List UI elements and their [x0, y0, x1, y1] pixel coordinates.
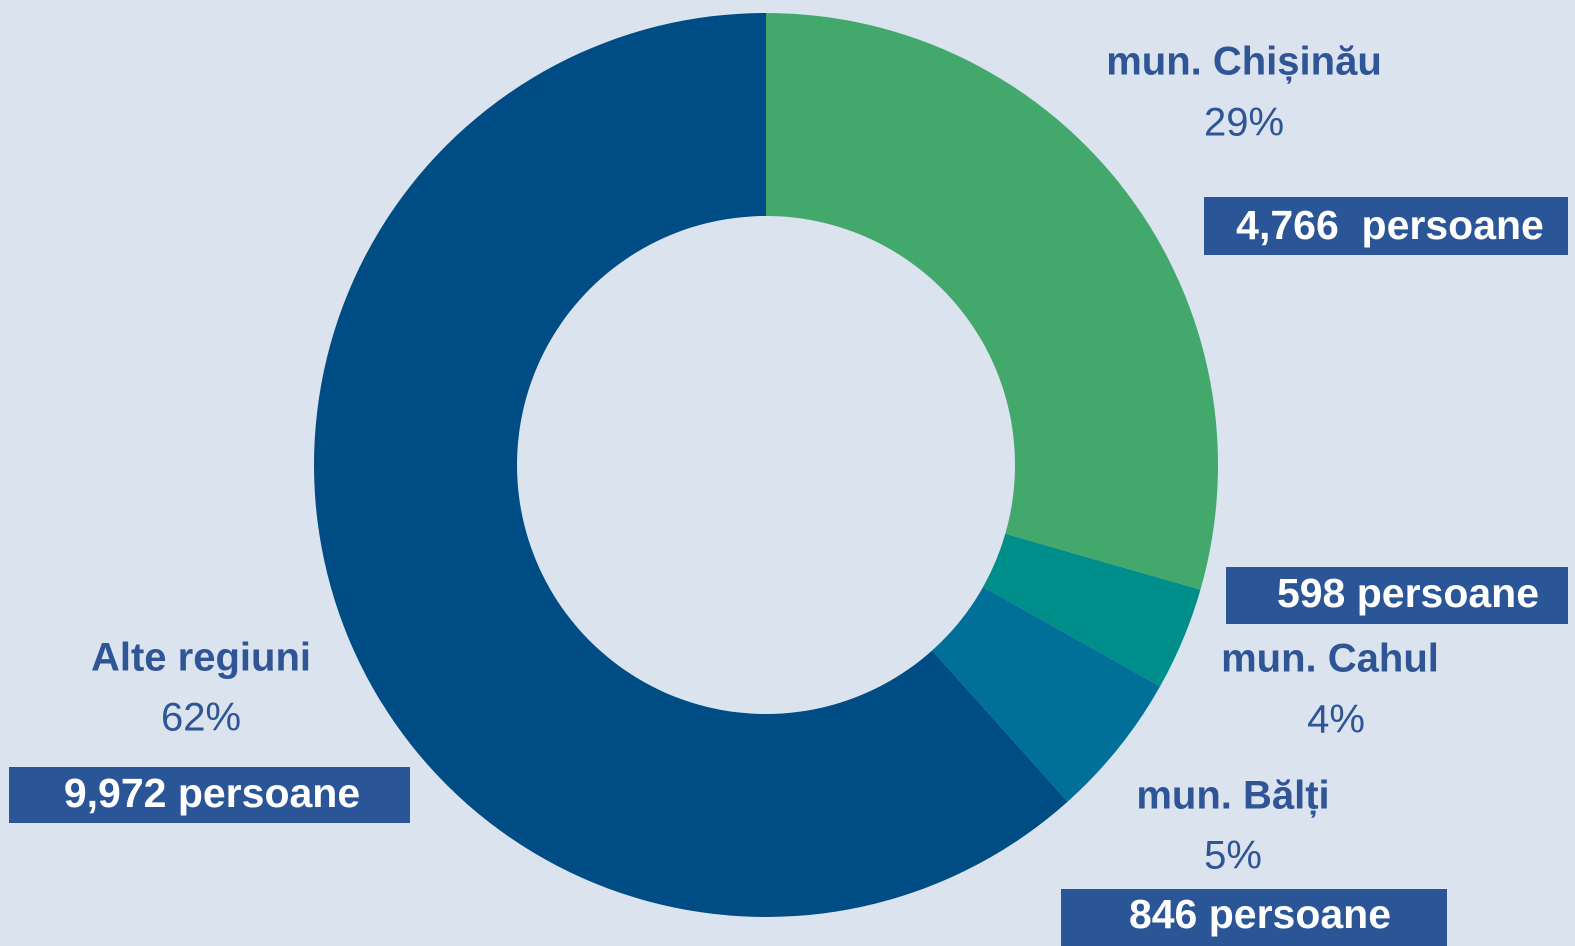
- count-box: [1061, 889, 1447, 946]
- segment-name: mun. Bălți: [1136, 774, 1329, 818]
- count-box: [1226, 567, 1568, 624]
- segment-name: mun. Chișinău: [1106, 40, 1382, 84]
- count-label: 9,972 persoane: [64, 770, 360, 816]
- segment-share: 29%: [1204, 101, 1284, 145]
- count-label: 4,766 persoane: [1236, 202, 1544, 248]
- segment-name: mun. Cahul: [1221, 637, 1439, 681]
- segment-share: 62%: [161, 696, 241, 740]
- count-label: 598 persoane: [1277, 570, 1539, 616]
- segment-share: 4%: [1307, 698, 1365, 742]
- donut-segment: [932, 586, 1161, 802]
- count-box: [1204, 197, 1568, 255]
- segment-share: 5%: [1204, 834, 1262, 878]
- count-label: 846 persoane: [1129, 891, 1391, 937]
- donut-segment: [313, 13, 1068, 917]
- count-box: [9, 767, 410, 823]
- segment-name: Alte regiuni: [91, 636, 311, 680]
- donut-segment: [983, 533, 1201, 687]
- donut-segment: [766, 13, 1218, 590]
